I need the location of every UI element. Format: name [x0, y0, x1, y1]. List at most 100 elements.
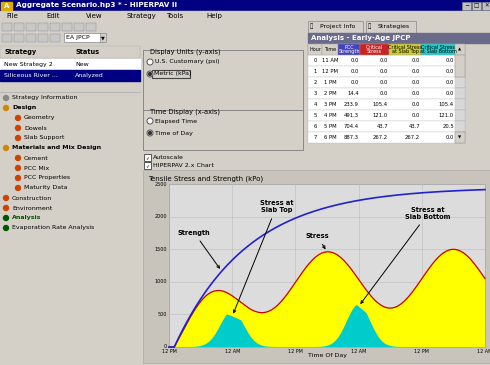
- Text: 12 AM: 12 AM: [351, 349, 367, 354]
- Text: Stress at
Slab Bottom: Stress at Slab Bottom: [361, 207, 451, 303]
- Circle shape: [3, 215, 8, 220]
- Text: 14.4: 14.4: [347, 91, 359, 96]
- Text: Display Units (y-axis): Display Units (y-axis): [150, 49, 220, 55]
- Bar: [26, 34, 36, 42]
- Text: ✕: ✕: [484, 4, 489, 8]
- Text: Strategies: Strategies: [378, 24, 410, 29]
- Text: A: A: [4, 3, 9, 9]
- Bar: [322, 44, 338, 55]
- Bar: [2, 34, 12, 42]
- Text: Stress: Stress: [367, 49, 382, 54]
- Text: 📄: 📄: [368, 24, 371, 29]
- Bar: [2, 23, 12, 31]
- Text: 4: 4: [313, 102, 317, 107]
- Text: Evaporation Rate Analysis: Evaporation Rate Analysis: [12, 226, 94, 231]
- Text: 0.0: 0.0: [445, 58, 454, 63]
- Text: File: File: [6, 13, 18, 19]
- Text: ✓: ✓: [146, 163, 149, 168]
- Text: 12 PM: 12 PM: [322, 69, 338, 74]
- Text: 2 PM: 2 PM: [324, 91, 336, 96]
- Text: Critical Stress: Critical Stress: [421, 45, 455, 50]
- Text: ▼: ▼: [459, 135, 462, 139]
- Text: PCC Properties: PCC Properties: [24, 176, 70, 181]
- Polygon shape: [169, 305, 485, 347]
- Text: 0.0: 0.0: [412, 80, 420, 85]
- Text: Metric (kPa): Metric (kPa): [154, 72, 192, 77]
- Bar: [0, 43, 140, 365]
- Text: Edit: Edit: [46, 13, 59, 19]
- Circle shape: [147, 118, 153, 124]
- Bar: [455, 88, 465, 99]
- Text: Construction: Construction: [12, 196, 52, 200]
- Text: 2: 2: [313, 80, 317, 85]
- Text: 0.0: 0.0: [351, 80, 359, 85]
- Text: 267.2: 267.2: [373, 135, 388, 140]
- Bar: [389, 44, 421, 55]
- Text: U.S. Customary (psi): U.S. Customary (psi): [155, 59, 220, 65]
- Circle shape: [148, 131, 151, 134]
- Bar: [0, 11, 490, 21]
- Text: Dowels: Dowels: [24, 126, 47, 131]
- Text: 0.0: 0.0: [351, 69, 359, 74]
- Text: □: □: [474, 4, 479, 8]
- Bar: [86, 23, 96, 31]
- Text: ✓: ✓: [146, 155, 149, 160]
- Text: 1 PM: 1 PM: [324, 80, 336, 85]
- Circle shape: [16, 176, 21, 181]
- Bar: [143, 110, 303, 150]
- Circle shape: [16, 165, 21, 170]
- Text: 0.0: 0.0: [380, 69, 388, 74]
- Text: 12 AM: 12 AM: [477, 349, 490, 354]
- Bar: [455, 99, 465, 110]
- Bar: [308, 99, 465, 110]
- Bar: [455, 132, 465, 143]
- Bar: [50, 23, 60, 31]
- Circle shape: [3, 146, 8, 150]
- Text: Status: Status: [75, 49, 99, 55]
- Bar: [308, 44, 465, 55]
- Text: 20.5: 20.5: [442, 124, 454, 129]
- Text: Critical: Critical: [366, 45, 383, 50]
- Text: Strength: Strength: [338, 49, 360, 54]
- Bar: [100, 33, 106, 42]
- Bar: [308, 55, 465, 66]
- Bar: [360, 44, 389, 55]
- Text: 500: 500: [158, 312, 167, 317]
- Circle shape: [147, 130, 153, 136]
- Text: Project Info: Project Info: [320, 24, 355, 29]
- Text: Strategy: Strategy: [126, 13, 156, 19]
- Bar: [308, 44, 322, 55]
- Text: 704.4: 704.4: [344, 124, 359, 129]
- Text: Aggregate Scenario.hp3 * - HIPERPAV II: Aggregate Scenario.hp3 * - HIPERPAV II: [16, 3, 177, 8]
- Text: 1: 1: [313, 69, 317, 74]
- Text: ▼: ▼: [101, 35, 105, 40]
- Circle shape: [147, 71, 153, 77]
- Bar: [308, 132, 465, 143]
- Bar: [143, 50, 303, 110]
- Text: Siliceous River ...: Siliceous River ...: [4, 73, 58, 78]
- Bar: [74, 23, 84, 31]
- Text: New: New: [75, 62, 89, 67]
- Text: 0.0: 0.0: [380, 91, 388, 96]
- Circle shape: [16, 115, 21, 120]
- Bar: [0, 21, 490, 32]
- Text: 12 PM: 12 PM: [415, 349, 429, 354]
- Text: Environment: Environment: [12, 205, 52, 211]
- Text: Geometry: Geometry: [24, 115, 55, 120]
- Bar: [308, 33, 490, 43]
- Text: ▲: ▲: [459, 47, 462, 51]
- Bar: [0, 70, 140, 81]
- Text: 887.3: 887.3: [344, 135, 359, 140]
- Circle shape: [3, 105, 8, 111]
- Bar: [144, 162, 151, 169]
- Text: 5 PM: 5 PM: [324, 124, 336, 129]
- Text: Strength: Strength: [178, 230, 220, 268]
- Bar: [0, 46, 140, 58]
- Bar: [14, 34, 24, 42]
- Bar: [455, 66, 465, 77]
- Bar: [421, 44, 455, 55]
- Bar: [50, 34, 60, 42]
- Text: 267.2: 267.2: [405, 135, 420, 140]
- Bar: [472, 2, 481, 10]
- Text: 491.3: 491.3: [344, 113, 359, 118]
